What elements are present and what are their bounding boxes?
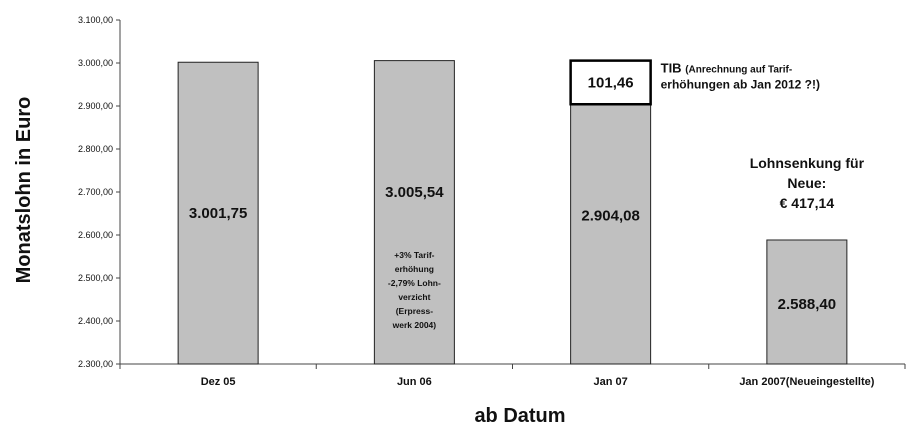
x-tick-label: Dez 05 (201, 376, 236, 388)
data-label: 3.005,54 (385, 184, 444, 201)
y-tick-label: 3.000,00 (78, 58, 113, 68)
y-tick-label: 3.100,00 (78, 15, 113, 25)
bar (766, 239, 848, 365)
bar-note-line: +3% Tarif- (394, 250, 434, 260)
bar-note-line: verzicht (398, 292, 430, 302)
side-annotation-line: € 417,14 (780, 195, 835, 211)
y-axis-title: Monatslohn in Euro (13, 97, 35, 284)
x-axis-title: ab Datum (474, 405, 565, 427)
bars (177, 59, 848, 365)
x-tick-label: Jan 07 (594, 376, 628, 388)
bar-note-line: (Erpress- (396, 306, 433, 316)
tib-annotation: TIB (Anrechnung auf Tarif- (661, 61, 793, 76)
tib-annotation-line: (Anrechnung auf Tarif- (685, 65, 792, 76)
segment-label: 101,46 (588, 74, 634, 91)
tib-annotation-line: erhöhungen ab Jan 2012 ?!) (661, 78, 820, 92)
x-tick-label: Jan 2007(Neueingestellte) (739, 376, 874, 388)
x-tick-label: Jun 06 (397, 376, 432, 388)
y-tick-label: 2.800,00 (78, 144, 113, 154)
bar-note-line: -2,79% Lohn- (388, 278, 441, 288)
y-tick-label: 2.500,00 (78, 273, 113, 283)
data-label: 2.588,40 (778, 296, 836, 313)
data-label: 2.904,08 (581, 208, 639, 225)
tib-annotation-bold: TIB (661, 61, 686, 76)
side-annotation-line: Lohnsenkung für (750, 155, 865, 171)
bar (177, 61, 259, 365)
y-tick-label: 2.300,00 (78, 359, 113, 369)
y-tick-label: 2.600,00 (78, 230, 113, 240)
bar-note-line: erhöhung (395, 264, 434, 274)
data-label: 3.001,75 (189, 205, 247, 222)
bar (373, 60, 455, 365)
bar (570, 103, 652, 365)
labels: Dez 05 3.001,75 Jun 06 3.005,54 Jan 07 2.904,… (189, 61, 875, 388)
y-tick-label: 2.900,00 (78, 101, 113, 111)
side-annotation-line: Neue: (787, 175, 826, 191)
y-tick-label: 2.400,00 (78, 316, 113, 326)
bar-note-line: werk 2004) (392, 320, 437, 330)
stacked-segment (569, 59, 652, 106)
y-tick-label: 2.700,00 (78, 187, 113, 197)
